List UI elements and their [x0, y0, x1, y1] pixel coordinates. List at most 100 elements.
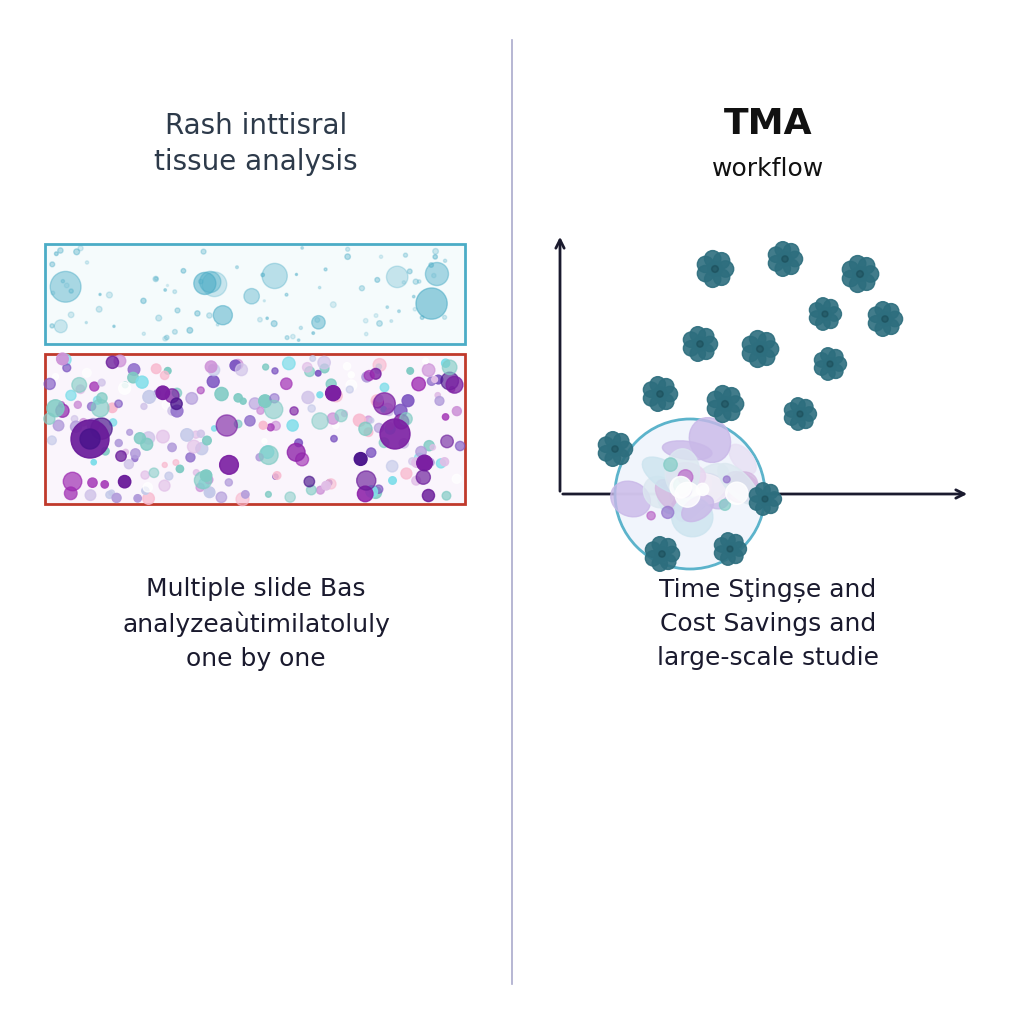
Circle shape	[714, 269, 730, 286]
Circle shape	[175, 308, 180, 313]
Circle shape	[71, 421, 82, 432]
Circle shape	[99, 294, 101, 296]
Circle shape	[365, 371, 374, 381]
Circle shape	[814, 352, 828, 368]
Circle shape	[433, 249, 438, 254]
Circle shape	[295, 439, 302, 446]
Circle shape	[119, 382, 131, 394]
Text: Rash inttisral
tissue analysis: Rash inttisral tissue analysis	[155, 112, 357, 176]
Circle shape	[285, 293, 288, 296]
Circle shape	[791, 397, 805, 412]
Circle shape	[750, 487, 764, 502]
Ellipse shape	[729, 444, 757, 474]
Circle shape	[124, 460, 133, 469]
Circle shape	[768, 247, 783, 262]
Circle shape	[312, 332, 314, 335]
Circle shape	[261, 273, 264, 276]
Circle shape	[167, 285, 169, 287]
Circle shape	[690, 346, 706, 361]
Circle shape	[750, 496, 764, 510]
Circle shape	[357, 486, 373, 502]
Circle shape	[168, 443, 176, 452]
Ellipse shape	[689, 418, 731, 463]
Circle shape	[712, 265, 719, 272]
Circle shape	[375, 369, 380, 374]
Circle shape	[283, 357, 295, 370]
Circle shape	[316, 392, 323, 397]
Circle shape	[66, 390, 76, 400]
Circle shape	[727, 546, 733, 552]
Circle shape	[201, 249, 206, 254]
Circle shape	[443, 259, 446, 262]
Circle shape	[176, 465, 183, 472]
Circle shape	[134, 495, 141, 502]
Circle shape	[127, 429, 132, 435]
Circle shape	[136, 376, 148, 388]
Circle shape	[453, 407, 462, 416]
Circle shape	[215, 387, 228, 400]
Circle shape	[225, 479, 232, 486]
Circle shape	[369, 418, 374, 423]
Circle shape	[288, 443, 305, 461]
Circle shape	[63, 472, 82, 490]
Circle shape	[58, 401, 65, 408]
Circle shape	[105, 492, 113, 499]
Circle shape	[408, 269, 412, 273]
Circle shape	[266, 317, 268, 319]
Circle shape	[172, 330, 177, 334]
Circle shape	[432, 273, 436, 278]
Circle shape	[150, 468, 159, 477]
FancyBboxPatch shape	[45, 244, 465, 344]
Circle shape	[696, 483, 709, 496]
Circle shape	[199, 280, 203, 284]
Circle shape	[213, 305, 232, 325]
Circle shape	[365, 428, 373, 436]
Circle shape	[290, 407, 298, 415]
Circle shape	[258, 317, 262, 322]
Circle shape	[262, 263, 288, 289]
Circle shape	[421, 456, 429, 464]
Circle shape	[611, 445, 618, 453]
Circle shape	[721, 551, 735, 565]
Circle shape	[207, 376, 219, 387]
Ellipse shape	[655, 479, 682, 510]
Circle shape	[850, 256, 866, 272]
Circle shape	[263, 300, 265, 302]
Circle shape	[264, 400, 283, 419]
Circle shape	[374, 313, 378, 317]
Ellipse shape	[666, 449, 699, 497]
Circle shape	[361, 372, 372, 382]
Circle shape	[93, 396, 101, 404]
Circle shape	[660, 554, 676, 569]
Circle shape	[833, 356, 847, 372]
Circle shape	[430, 444, 435, 450]
Circle shape	[764, 499, 778, 513]
Circle shape	[281, 378, 292, 389]
Circle shape	[670, 476, 691, 498]
Circle shape	[650, 377, 666, 392]
Circle shape	[416, 446, 426, 457]
Circle shape	[110, 419, 117, 426]
Circle shape	[399, 438, 409, 449]
Circle shape	[375, 278, 380, 283]
Circle shape	[348, 372, 354, 378]
Circle shape	[50, 262, 54, 267]
Circle shape	[365, 333, 368, 336]
Circle shape	[446, 377, 463, 393]
Circle shape	[156, 386, 170, 399]
Circle shape	[868, 315, 884, 331]
Circle shape	[74, 249, 80, 255]
Circle shape	[156, 315, 162, 321]
Circle shape	[59, 354, 71, 366]
Circle shape	[401, 468, 412, 479]
Circle shape	[98, 379, 105, 386]
Circle shape	[142, 432, 155, 444]
Circle shape	[643, 390, 658, 406]
Circle shape	[724, 543, 736, 555]
Ellipse shape	[688, 464, 729, 506]
Circle shape	[862, 266, 879, 283]
Circle shape	[168, 407, 177, 416]
Circle shape	[285, 492, 295, 502]
Circle shape	[132, 456, 138, 462]
Circle shape	[732, 542, 746, 556]
